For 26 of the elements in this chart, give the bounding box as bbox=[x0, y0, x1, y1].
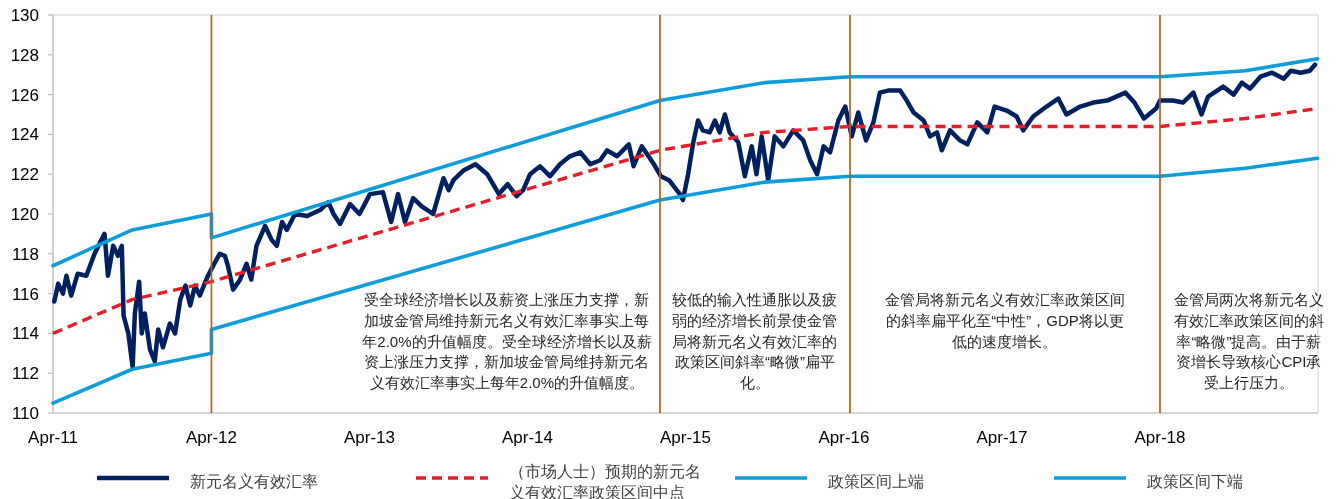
y-tick-label: 118 bbox=[11, 244, 39, 264]
x-tick-label: Apr-13 bbox=[343, 428, 395, 447]
y-tick-label: 124 bbox=[10, 125, 39, 145]
y-tick-label: 128 bbox=[10, 45, 39, 65]
annotation: 金管局将新元名义有效汇率政策区间的斜率扁平化至“中性”，GDP将以更低的速度增长。 bbox=[885, 291, 1125, 350]
legend-label: 政策区间下端 bbox=[1147, 473, 1243, 490]
legend-label: 政策区间上端 bbox=[828, 473, 924, 490]
x-tick-label: Apr-14 bbox=[501, 428, 553, 447]
y-tick-label: 112 bbox=[11, 364, 39, 384]
x-tick-label: Apr-15 bbox=[659, 428, 712, 447]
y-tick-label: 130 bbox=[10, 6, 39, 25]
y-tick-label: 122 bbox=[10, 165, 39, 185]
x-tick-label: Apr-18 bbox=[1134, 428, 1186, 447]
x-tick-label: Apr-17 bbox=[976, 428, 1028, 447]
legend-label: 新元名义有效汇率 bbox=[190, 473, 318, 490]
y-tick-label: 116 bbox=[11, 284, 39, 304]
y-tick-label: 114 bbox=[11, 324, 39, 344]
y-tick-label: 120 bbox=[10, 205, 39, 224]
annotation: 较低的输入性通胀以及疲弱的经济增长前景使金管局将新元名义有效汇率的政策区间斜率“略微”扁平化。 bbox=[672, 291, 838, 392]
annotation: 金管局两次将新元名义有效汇率政策区间的斜率“略微”提高。由于薪资增长导致核心CPI承受上行压力。 bbox=[1174, 291, 1324, 392]
annotation: 受全球经济增长以及薪资上涨压力支撑，新加坡金管局维持新元名义有效汇率事实上每年2.0%的升值幅度。受全球经济增长以及薪资上涨压力支撑，新加坡金管局维持新元名义有效汇率事实上每年2.0%的升值幅度。 bbox=[362, 291, 652, 392]
x-tick-label: Apr-12 bbox=[185, 428, 237, 447]
x-tick-label: Apr-11 bbox=[28, 428, 78, 447]
y-tick-label: 126 bbox=[10, 85, 39, 105]
y-tick-label: 110 bbox=[11, 404, 39, 423]
x-tick-label: Apr-16 bbox=[818, 428, 870, 447]
